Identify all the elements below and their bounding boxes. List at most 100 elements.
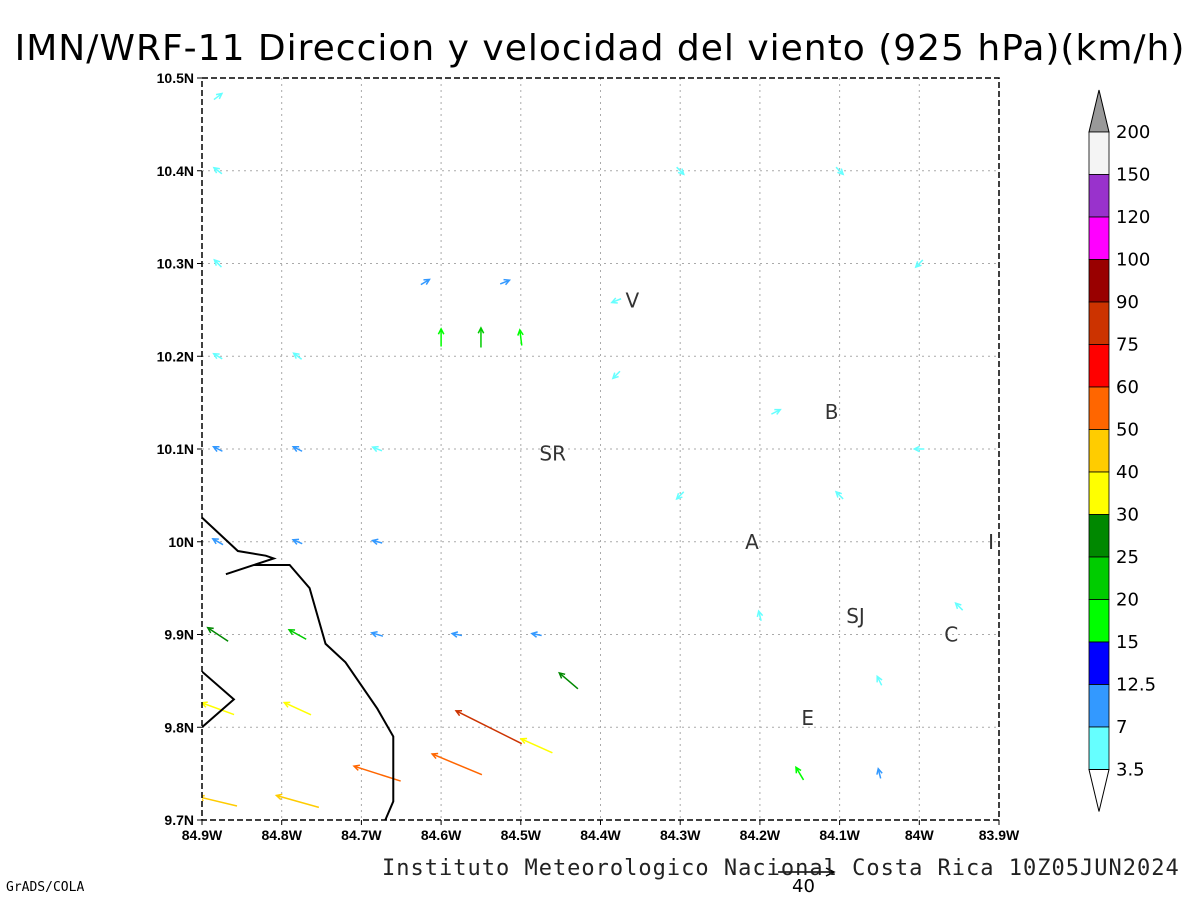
wind-vector bbox=[291, 538, 303, 545]
wind-vector-shaft bbox=[371, 632, 384, 637]
colorbar-band bbox=[1088, 174, 1110, 218]
wind-vector-head bbox=[914, 261, 922, 269]
wind-vector bbox=[795, 765, 805, 781]
wind-vector-shaft bbox=[292, 539, 303, 545]
wind-vector-shaft bbox=[955, 602, 964, 611]
colorbar-band bbox=[1088, 514, 1110, 558]
wind-vectors bbox=[202, 92, 964, 809]
reference-vector-head bbox=[825, 867, 836, 877]
wind-vector-shaft bbox=[292, 446, 303, 452]
wind-vector bbox=[558, 671, 579, 690]
colorbar-label: 90 bbox=[1116, 292, 1139, 313]
wind-vector-shaft bbox=[676, 166, 685, 175]
colorbar-label: 30 bbox=[1116, 505, 1139, 526]
colorbar-band bbox=[1088, 684, 1110, 728]
colorbar-label: 3.5 bbox=[1116, 760, 1145, 781]
colorbar-label: 50 bbox=[1116, 420, 1139, 441]
wind-vector-head bbox=[352, 764, 361, 771]
colorbar-band bbox=[1088, 386, 1110, 430]
y-tick-label: 9.7N bbox=[164, 812, 194, 828]
wind-vector bbox=[499, 278, 512, 286]
wind-vector bbox=[420, 278, 431, 286]
x-tick-label: 84.9W bbox=[182, 827, 223, 843]
colorbar-label: 75 bbox=[1116, 335, 1139, 356]
wind-vector-shaft bbox=[835, 491, 844, 500]
wind-vector-head bbox=[795, 765, 802, 774]
wind-vector bbox=[370, 630, 384, 638]
wind-vector bbox=[291, 445, 303, 453]
wind-vector-head bbox=[371, 445, 379, 453]
station-label: V bbox=[626, 289, 640, 313]
y-tick-label: 10.4N bbox=[157, 163, 194, 179]
colorbar-bottom-arrow bbox=[1088, 769, 1110, 812]
wind-vector bbox=[954, 601, 964, 611]
wind-vector bbox=[771, 408, 782, 415]
wind-vector-head bbox=[454, 710, 463, 717]
wind-vector bbox=[834, 490, 844, 500]
wind-vector-head bbox=[954, 601, 962, 610]
colorbar-band bbox=[1088, 726, 1110, 770]
wind-vector-head bbox=[430, 752, 439, 760]
colorbar-label: 120 bbox=[1116, 207, 1150, 228]
wind-vector-shaft bbox=[612, 370, 621, 379]
wind-vector-head bbox=[756, 609, 764, 618]
map-title: IMN/WRF-11 Direccion y velocidad del vie… bbox=[14, 28, 1186, 69]
colorbar-band bbox=[1088, 216, 1110, 260]
wind-vector-head bbox=[211, 445, 220, 453]
wind-vector-shaft bbox=[499, 279, 510, 285]
x-tick-label: 84.8W bbox=[261, 827, 302, 843]
x-tick-label: 84.4W bbox=[580, 827, 621, 843]
wind-vector-shaft bbox=[207, 627, 229, 642]
colorbar-band bbox=[1088, 471, 1110, 515]
wind-vector bbox=[212, 352, 223, 360]
reference-vector bbox=[778, 867, 836, 877]
colorbar-band bbox=[1088, 429, 1110, 473]
wind-vector-shaft bbox=[915, 259, 924, 268]
x-tick-label: 84.7W bbox=[341, 827, 382, 843]
colorbar-band bbox=[1088, 599, 1110, 643]
colorbar-label: 40 bbox=[1116, 462, 1139, 483]
wind-vector-shaft bbox=[431, 753, 483, 776]
colorbar-top-arrow bbox=[1088, 89, 1110, 133]
software-credit: GrADS/COLA bbox=[6, 880, 85, 895]
wind-vector-shaft bbox=[531, 632, 542, 637]
lat-lon-grid bbox=[202, 78, 999, 820]
wind-vector-head bbox=[837, 168, 845, 176]
wind-vector bbox=[274, 793, 320, 809]
wind-vector bbox=[211, 445, 223, 453]
wind-vector-shaft bbox=[611, 298, 622, 304]
y-tick-label: 9.8N bbox=[164, 719, 194, 735]
wind-vector-head bbox=[291, 538, 300, 545]
wind-vector-head bbox=[876, 674, 883, 683]
wind-vector bbox=[519, 737, 553, 754]
wind-vector-shaft bbox=[451, 632, 463, 637]
wind-vector-head bbox=[274, 793, 283, 801]
wind-vector-head bbox=[211, 538, 219, 545]
wind-vector-head bbox=[282, 701, 291, 708]
wind-vector-head bbox=[530, 631, 538, 638]
wind-vector bbox=[835, 166, 845, 176]
wind-vector-head bbox=[206, 626, 214, 634]
wind-vector-shaft bbox=[213, 167, 223, 175]
wind-vector-head bbox=[675, 492, 683, 501]
wind-vector-shaft bbox=[757, 610, 762, 621]
y-tick-label: 10.3N bbox=[157, 256, 194, 272]
colorbar-label: 20 bbox=[1116, 590, 1139, 611]
wind-vector-shaft bbox=[795, 766, 805, 781]
wind-vector-head bbox=[437, 327, 445, 335]
colorbar-band bbox=[1088, 259, 1110, 303]
colorbar: 200 150 120 100 90 75 60 50 40 30 25 20 15 12.5 7 3.5 bbox=[1088, 89, 1156, 812]
wind-vector bbox=[876, 674, 883, 686]
wind-vector-head bbox=[202, 794, 205, 802]
wind-vector bbox=[287, 628, 307, 640]
x-tick-label: 84.3W bbox=[660, 827, 701, 843]
wind-vector bbox=[213, 92, 224, 101]
wind-vector-head bbox=[370, 630, 378, 638]
wind-vector-shaft bbox=[420, 278, 430, 286]
wind-vector-shaft bbox=[771, 408, 781, 415]
wind-vector bbox=[202, 794, 238, 807]
wind-vector-head bbox=[370, 538, 379, 546]
wind-vector-shaft bbox=[372, 446, 383, 452]
wind-vector-head bbox=[610, 297, 618, 304]
